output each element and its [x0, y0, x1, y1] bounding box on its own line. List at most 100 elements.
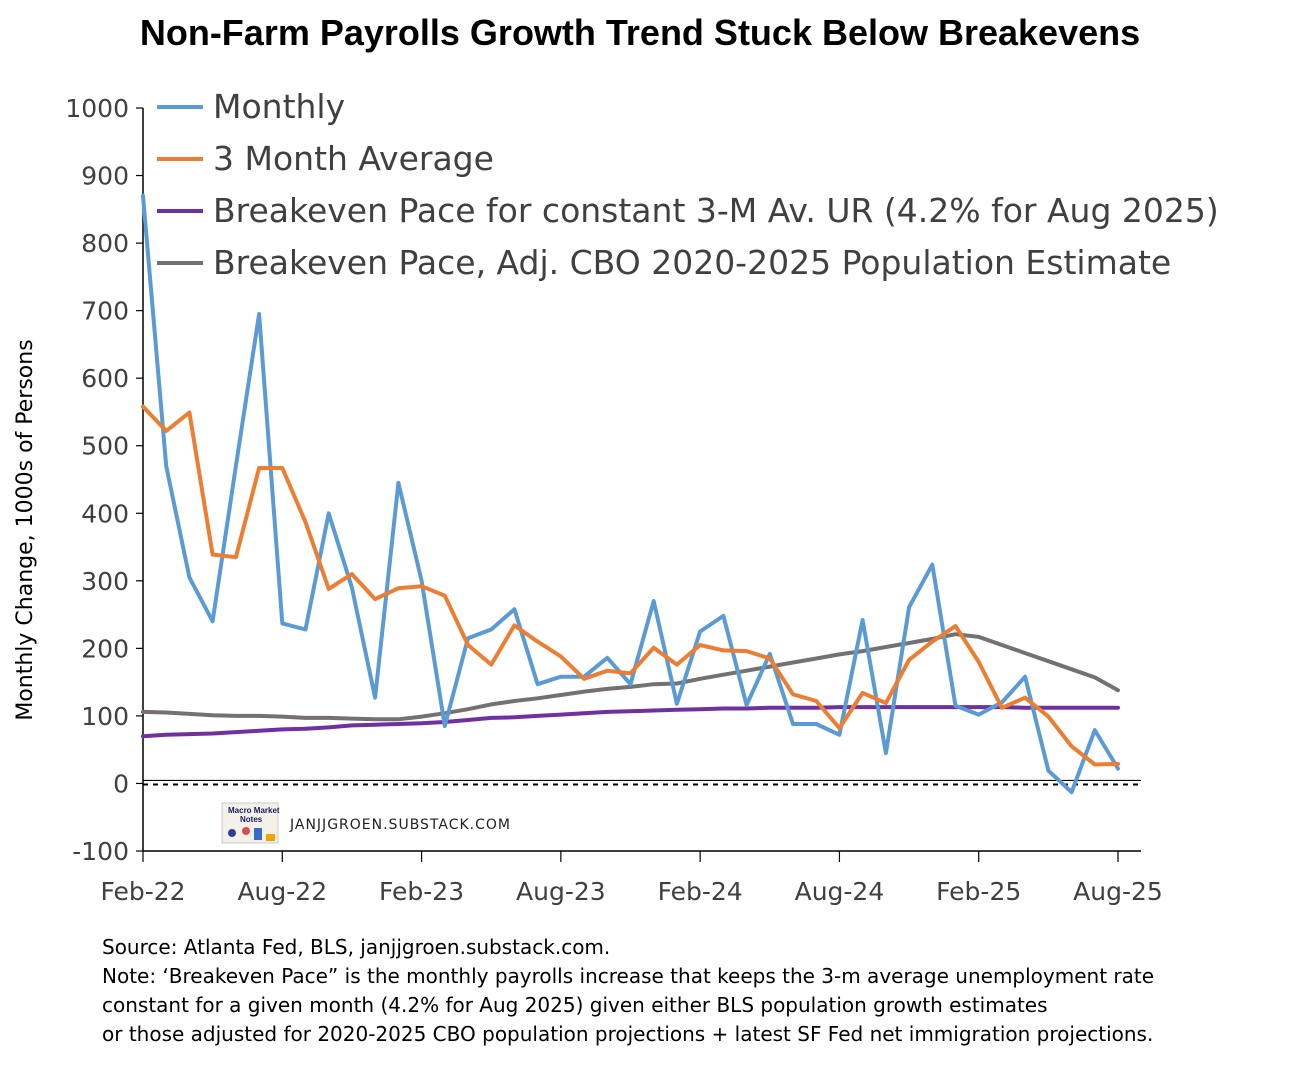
data-point — [838, 653, 841, 656]
data-point — [699, 630, 701, 633]
data-point — [838, 727, 841, 729]
data-point — [1001, 644, 1003, 646]
data-point — [235, 465, 237, 467]
data-point — [467, 637, 469, 639]
data-point — [1094, 729, 1096, 731]
data-point — [954, 633, 957, 635]
data-point — [444, 725, 446, 727]
series-points-0 — [142, 195, 1119, 793]
data-point — [815, 707, 817, 709]
data-point — [188, 713, 191, 715]
x-tick-label: Aug-22 — [237, 877, 327, 906]
data-point — [188, 576, 191, 579]
data-point — [1094, 676, 1096, 679]
x-tick-label: Feb-22 — [100, 877, 185, 906]
data-point — [1047, 769, 1050, 772]
y-tick-label: 0 — [113, 769, 129, 798]
y-tick-label: 1000 — [65, 94, 129, 123]
data-point — [583, 712, 585, 714]
y-tick-label: 500 — [81, 432, 129, 461]
data-point — [676, 709, 678, 711]
data-point — [304, 521, 307, 523]
data-point — [235, 731, 237, 733]
source-line: Source: Atlanta Fed, BLS, janjjgroen.sub… — [102, 935, 611, 959]
notes: Source: Atlanta Fed, BLS, janjjgroen.sub… — [102, 933, 1292, 1049]
data-point — [467, 708, 469, 710]
data-point — [792, 693, 794, 696]
data-point — [699, 678, 701, 680]
data-point — [1117, 707, 1119, 709]
data-point — [792, 661, 794, 664]
legend-label-2: Breakeven Pace for constant 3-M Av. UR (… — [213, 191, 1219, 230]
note-line-2: constant for a given month (4.2% for Aug… — [102, 993, 1048, 1017]
chart: -100 0 100 200 300 400 500 600 700 800 900 1000 Feb-… — [13, 87, 1219, 906]
data-point — [1070, 791, 1073, 793]
data-point — [885, 752, 887, 754]
data-point — [281, 728, 284, 731]
data-point — [397, 482, 400, 484]
y-tick-label: 800 — [81, 229, 129, 258]
data-point — [769, 707, 771, 709]
data-point — [699, 708, 701, 710]
y-tick-label: 200 — [81, 634, 129, 663]
data-point — [490, 628, 493, 631]
series-line-0 — [141, 193, 1120, 795]
data-point — [397, 718, 400, 721]
watermark-logo-text: Macro Market Notes — [228, 806, 282, 824]
data-point — [397, 723, 400, 725]
x-tick-label: Feb-24 — [658, 877, 743, 906]
data-point — [560, 694, 562, 696]
y-axis-title: Monthly Change, 1000s of Persons — [13, 339, 38, 720]
data-point — [327, 512, 330, 515]
data-point — [745, 704, 748, 706]
data-point — [885, 646, 887, 648]
data-point — [211, 553, 214, 556]
data-point — [351, 573, 353, 575]
data-point — [652, 683, 655, 685]
data-point — [374, 696, 376, 699]
note-line-3: or those adjusted for 2020-2025 CBO popu… — [102, 1022, 1154, 1046]
data-point — [861, 650, 864, 652]
data-point — [977, 713, 980, 716]
data-point — [420, 722, 423, 725]
data-point — [745, 650, 748, 652]
series-group — [141, 193, 1120, 795]
data-point — [560, 675, 562, 678]
data-point — [1117, 689, 1119, 691]
data-point — [513, 624, 516, 627]
data-point — [397, 587, 400, 589]
data-point — [142, 711, 144, 713]
data-point — [351, 586, 353, 589]
data-point — [1024, 696, 1026, 699]
data-point — [977, 661, 980, 663]
data-point — [1024, 707, 1026, 709]
data-point — [931, 640, 934, 643]
y-tick-label: 100 — [81, 702, 129, 731]
y-tick-label: 700 — [81, 297, 129, 326]
data-point — [235, 715, 237, 717]
data-point — [188, 733, 191, 735]
data-point — [490, 703, 493, 706]
data-point — [211, 714, 214, 716]
data-point — [142, 405, 144, 408]
data-point — [235, 556, 237, 558]
data-point — [977, 706, 980, 708]
data-point — [165, 734, 167, 736]
data-point — [420, 580, 423, 582]
data-point — [629, 686, 632, 688]
data-point — [258, 715, 260, 717]
legend-label-0: Monthly — [213, 87, 345, 126]
data-point — [1070, 745, 1073, 748]
data-point — [629, 710, 632, 712]
data-point — [1001, 707, 1003, 709]
x-tick-label: Aug-23 — [516, 877, 606, 906]
chart-title: Non-Farm Payrolls Growth Trend Stuck Bel… — [139, 12, 1141, 53]
watermark-text: JANJJGROEN.SUBSTACK.COM — [289, 817, 511, 833]
data-point — [211, 620, 214, 623]
data-point — [327, 588, 330, 590]
data-point — [769, 665, 771, 668]
y-tick-label: 600 — [81, 364, 129, 393]
data-point — [745, 707, 748, 710]
data-point — [1094, 763, 1096, 766]
y-tick-label: 900 — [81, 162, 129, 191]
